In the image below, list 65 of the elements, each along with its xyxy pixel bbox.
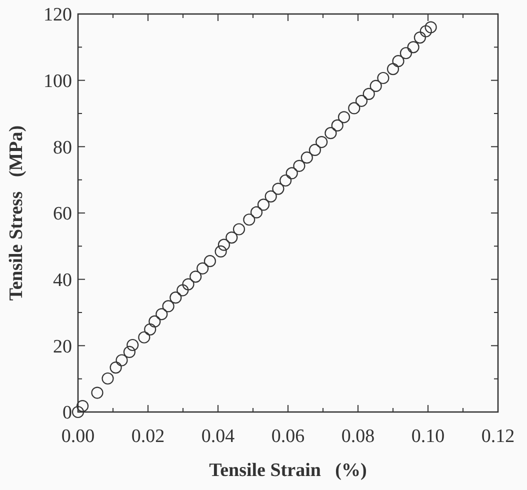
- point: [272, 182, 284, 195]
- point: [392, 55, 404, 68]
- point: [386, 63, 400, 76]
- point: [280, 174, 292, 187]
- point: [250, 206, 263, 218]
- point: [214, 245, 227, 258]
- point: [400, 47, 412, 60]
- point: [170, 292, 182, 304]
- point: [123, 346, 136, 358]
- point: [257, 198, 270, 211]
- point: [162, 300, 174, 312]
- x-tick-label: 0.10: [411, 426, 445, 447]
- point: [156, 308, 168, 320]
- point: [308, 144, 321, 156]
- point: [91, 386, 104, 399]
- point: [300, 152, 313, 164]
- point: [190, 270, 202, 283]
- point: [286, 167, 298, 180]
- point: [377, 72, 390, 84]
- point: [362, 88, 375, 100]
- point: [407, 41, 420, 54]
- point: [232, 223, 246, 236]
- point: [414, 31, 426, 44]
- point: [176, 284, 189, 296]
- point: [182, 278, 194, 290]
- point: [348, 102, 360, 114]
- point: [331, 119, 344, 132]
- point: [102, 372, 114, 385]
- y-tick-label: 100: [44, 70, 72, 92]
- point: [72, 406, 84, 418]
- x-tick-label: 0.00: [61, 426, 95, 447]
- point: [338, 111, 350, 124]
- point: [76, 400, 89, 412]
- y-tick-label: 0: [62, 402, 72, 424]
- point: [355, 94, 368, 107]
- y-tick-label: 20: [53, 336, 72, 358]
- point: [324, 127, 337, 140]
- y-tick-label: 80: [53, 137, 72, 158]
- point: [116, 354, 128, 366]
- point: [316, 136, 328, 148]
- point: [420, 25, 432, 38]
- x-axis-title: Tensile Strain (%): [209, 460, 367, 481]
- point: [226, 231, 238, 244]
- point: [243, 214, 256, 226]
- y-tick-label: 120: [44, 4, 72, 26]
- point: [264, 190, 277, 202]
- point: [148, 315, 161, 328]
- y-tick-label: 60: [53, 204, 72, 225]
- point: [424, 21, 437, 34]
- x-tick-label: 0.08: [341, 426, 375, 447]
- x-tick-label: 0.06: [271, 426, 305, 447]
- point: [370, 80, 382, 92]
- x-tick-label: 0.02: [131, 426, 165, 447]
- point: [218, 238, 230, 251]
- point: [204, 255, 216, 268]
- point: [196, 262, 209, 274]
- x-tick-label: 0.04: [201, 426, 236, 447]
- point: [110, 362, 122, 374]
- point: [144, 323, 156, 336]
- point: [293, 160, 306, 172]
- y-axis-title: Tensile Stress (MPa): [6, 125, 27, 301]
- point: [138, 331, 150, 344]
- y-tick-label: 40: [53, 270, 72, 291]
- point: [126, 338, 139, 352]
- x-tick-label: 0.12: [481, 426, 515, 447]
